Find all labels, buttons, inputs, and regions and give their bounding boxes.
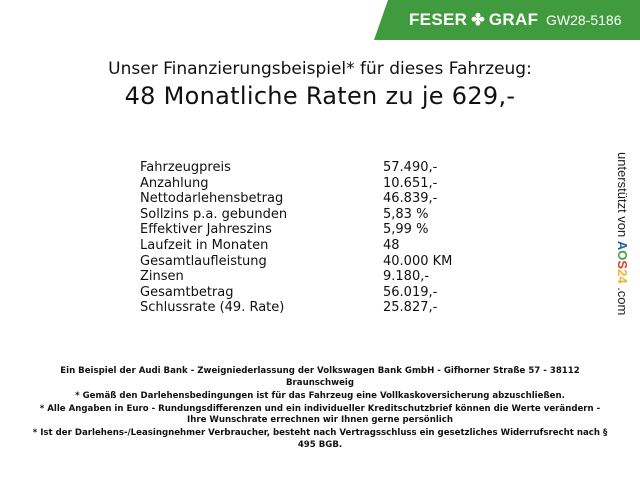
dealer-banner: FESER ✤ GRAF GW28-5186 — [374, 0, 640, 40]
table-row: Sollzins p.a. gebunden 5,83 % — [140, 207, 460, 223]
vehicle-id: GW28-5186 — [546, 12, 622, 28]
row-label: Sollzins p.a. gebunden — [140, 206, 288, 222]
footer-insurance-note: * Gemäß den Darlehensbedingungen ist für… — [75, 390, 565, 401]
supported-by-text: unterstützt von — [615, 152, 630, 238]
footer-withdrawal-note: * Ist der Darlehens-/Leasingnehmer Verbr… — [32, 428, 608, 450]
table-row: Schlussrate (49. Rate) 25.827,- — [140, 300, 460, 316]
row-label: Gesamtlaufleistung — [140, 253, 267, 269]
finance-heading: Unser Finanzierungsbeispiel* für dieses … — [108, 59, 532, 79]
row-label: Zinsen — [140, 269, 184, 285]
footer-rounding-note: * Alle Angaben in Euro - Rundungsdiffere… — [39, 403, 601, 426]
table-row: Nettodarlehensbetrag 46.839,- — [140, 191, 460, 207]
row-value: 10.651,- — [383, 175, 438, 191]
supported-by-label: unterstützt von AOS24 .com — [615, 152, 630, 315]
row-value: 9.180,- — [383, 269, 430, 285]
monthly-rate-heading: 48 Monatliche Raten zu je 629,- — [124, 82, 516, 110]
finance-table: Fahrzeugpreis 57.490,- Anzahlung 10.651,- Ne… — [140, 160, 460, 316]
row-label: Fahrzeugpreis — [140, 160, 231, 175]
legal-footer: Ein Beispiel der Audi Bank - Zweignieder… — [30, 366, 610, 453]
table-row: Gesamtlaufleistung 40.000 KM — [140, 254, 460, 270]
table-row: Gesamtbetrag 56.019,- — [140, 285, 460, 301]
clover-icon: ✤ — [471, 12, 485, 29]
row-value: 48 — [383, 237, 400, 253]
dealer-logo: FESER ✤ GRAF — [409, 10, 538, 30]
table-row: Effektiver Jahreszins 5,99 % — [140, 222, 460, 238]
table-row: Anzahlung 10.651,- — [140, 176, 460, 192]
table-row: Fahrzeugpreis 57.490,- — [140, 160, 460, 176]
row-value: 46.839,- — [383, 191, 438, 207]
row-value: 56.019,- — [383, 284, 438, 300]
row-value: 25.827,- — [383, 300, 438, 316]
row-label: Laufzeit in Monaten — [140, 237, 269, 253]
table-row: Laufzeit in Monaten 48 — [140, 238, 460, 254]
row-value: 57.490,- — [383, 160, 438, 175]
aos24-logo: AOS24 — [615, 240, 630, 284]
row-value: 5,83 % — [383, 206, 429, 222]
row-label: Effektiver Jahreszins — [140, 222, 272, 238]
domain-suffix: .com — [615, 287, 630, 316]
row-label: Gesamtbetrag — [140, 284, 234, 300]
row-value: 5,99 % — [383, 222, 429, 238]
table-row: Zinsen 9.180,- — [140, 269, 460, 285]
row-value: 40.000 KM — [383, 253, 453, 269]
brand-right: GRAF — [488, 10, 539, 29]
row-label: Nettodarlehensbetrag — [140, 191, 284, 207]
row-label: Anzahlung — [140, 175, 209, 191]
brand-left: FESER — [409, 10, 468, 29]
footer-bank-note: Ein Beispiel der Audi Bank - Zweignieder… — [60, 366, 580, 388]
row-label: Schlussrate (49. Rate) — [140, 300, 285, 316]
